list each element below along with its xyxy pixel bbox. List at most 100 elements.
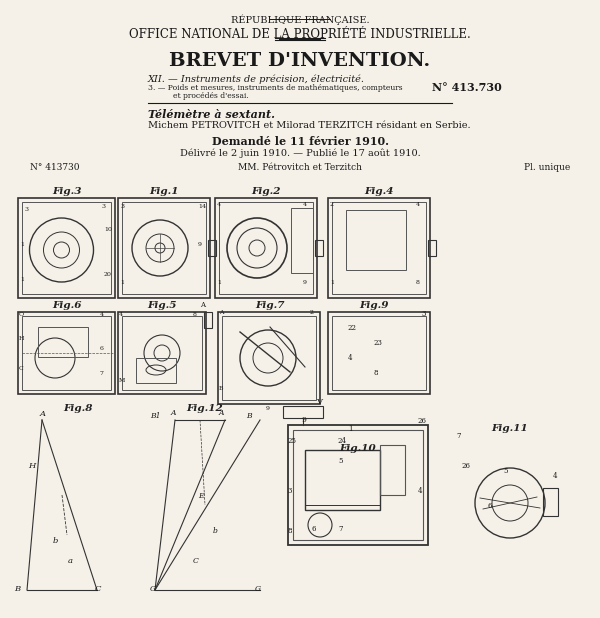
Text: 3: 3 [24,207,28,212]
Bar [428,240,436,256]
Text: 1: 1 [120,280,124,285]
Text: BREVET D'INVENTION.: BREVET D'INVENTION. [169,52,431,70]
Bar [18,312,115,394]
Text: 9: 9 [302,416,307,424]
Bar [328,312,430,394]
Text: 22: 22 [348,324,357,332]
Bar [380,445,405,495]
Bar [222,316,316,400]
Bar [315,240,323,256]
Text: C: C [193,557,199,565]
Text: V: V [316,398,322,406]
Text: MM. Pétrovitch et Terzitch: MM. Pétrovitch et Terzitch [238,163,362,172]
Text: H: H [28,462,35,470]
Text: 8: 8 [416,280,420,285]
Text: 4: 4 [217,202,221,207]
Text: 8: 8 [193,312,197,317]
Text: Fig.11: Fig.11 [491,424,529,433]
Text: C: C [95,585,101,593]
Text: Fig.1: Fig.1 [149,187,179,196]
Text: B: B [219,386,223,391]
Text: Fig.5: Fig.5 [147,301,177,310]
Text: 1: 1 [217,280,221,285]
Bar [332,316,426,390]
Text: M: M [119,378,125,383]
Bar [136,358,176,383]
Text: 8: 8 [288,527,293,535]
Bar [215,198,317,298]
Bar [346,210,406,270]
Text: C: C [19,366,24,371]
Text: 8: 8 [373,369,377,377]
Bar [218,312,320,404]
Text: 4: 4 [119,312,123,317]
Text: 3: 3 [422,310,427,318]
Text: Fig.8: Fig.8 [63,404,93,413]
Bar [208,240,216,256]
Text: N° 413.730: N° 413.730 [432,82,502,93]
Text: N° 413730: N° 413730 [30,163,79,172]
Text: 23: 23 [373,339,382,347]
Text: Fig.7: Fig.7 [255,301,285,310]
Bar [22,316,111,390]
Text: et procédés d'essai.: et procédés d'essai. [173,92,249,100]
Text: 20: 20 [104,272,112,277]
Text: 2: 2 [310,310,314,315]
Text: 4: 4 [100,312,104,317]
Bar [219,202,313,294]
Text: 6: 6 [488,502,493,510]
Text: Demandé le 11 février 1910.: Demandé le 11 février 1910. [212,136,389,147]
Text: 6: 6 [311,525,316,533]
Text: A: A [171,409,176,417]
Text: 2: 2 [330,202,334,207]
Bar [118,312,206,394]
Text: 9: 9 [303,280,307,285]
Bar [543,488,558,516]
Text: 1: 1 [330,280,334,285]
Text: Michem PETROVITCH et Milorad TERZITCH résidant en Serbie.: Michem PETROVITCH et Milorad TERZITCH ré… [148,121,470,130]
Text: 3: 3 [288,487,292,495]
Text: 3: 3 [101,204,105,209]
Text: Fig.4: Fig.4 [364,187,394,196]
Text: 26: 26 [418,417,427,425]
Text: 26: 26 [461,462,470,470]
Text: B1: B1 [150,412,161,420]
Text: Fig.2: Fig.2 [251,187,281,196]
Text: 4: 4 [416,202,420,207]
Text: Fig.10: Fig.10 [340,444,376,453]
Text: 9: 9 [266,406,270,411]
Bar [291,208,313,273]
Text: Fig.3: Fig.3 [52,187,81,196]
Text: Délivré le 2 juin 1910. — Publié le 17 août 1910.: Délivré le 2 juin 1910. — Publié le 17 a… [179,148,421,158]
Text: Fig.9: Fig.9 [359,301,389,310]
Text: B: B [14,585,20,593]
Text: RÉPUBLIQUE FRANÇAISE.: RÉPUBLIQUE FRANÇAISE. [230,14,370,25]
Bar [328,198,430,298]
Text: 6: 6 [100,346,104,351]
Bar [118,198,210,298]
Text: A: A [219,310,223,315]
Bar [204,312,212,328]
Bar [293,430,423,540]
Text: O: O [19,312,24,317]
Text: B: B [246,412,251,420]
Text: 4: 4 [303,202,307,207]
Text: 10: 10 [104,227,112,232]
Text: Pl. unique: Pl. unique [524,163,570,172]
Bar [122,202,206,294]
Text: 25: 25 [288,437,297,445]
Text: A: A [219,409,224,417]
Bar [283,406,323,418]
Text: 1: 1 [348,425,353,433]
Bar [18,198,115,298]
Text: 14: 14 [198,204,206,209]
Text: 9: 9 [198,242,202,247]
Text: 7: 7 [456,432,461,440]
Text: E: E [198,492,203,500]
Bar [332,202,426,294]
Text: Fig.6: Fig.6 [52,301,81,310]
Text: 24: 24 [338,437,347,445]
Bar [38,327,88,357]
Text: b: b [53,537,58,545]
Text: 1: 1 [20,242,24,247]
